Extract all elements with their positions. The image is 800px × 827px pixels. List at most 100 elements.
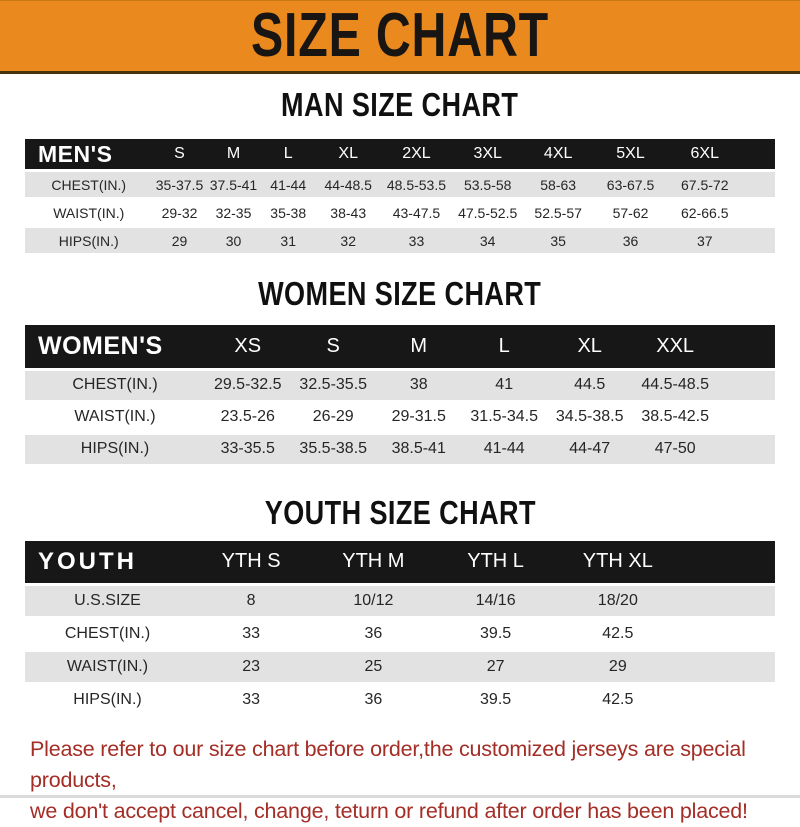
- spacer-cell: [678, 684, 775, 715]
- size-col-header: 3XL: [452, 139, 523, 170]
- men-header-label: MEN'S: [25, 139, 153, 170]
- size-value-cell: 23.5-26: [205, 402, 291, 432]
- size-col-header: YTH S: [190, 540, 313, 583]
- size-value-cell: 37.5-41: [206, 172, 261, 198]
- table-row: CHEST(IN.) 35-37.5 37.5-41 41-44 44-48.5…: [25, 172, 775, 198]
- spacer-cell: [741, 139, 775, 170]
- men-section-title-text: MAN SIZE CHART: [281, 86, 519, 123]
- size-value-cell: 35.5-38.5: [290, 434, 376, 464]
- size-value-cell: 41: [461, 370, 547, 400]
- size-col-header: XS: [205, 324, 291, 368]
- notice-line-2: we don't accept cancel, change, teturn o…: [30, 798, 748, 823]
- youth-size-table: YOUTH YTH S YTH M YTH L YTH XL U.S.SIZE …: [25, 538, 775, 718]
- size-value-cell: 8: [190, 585, 313, 616]
- size-value-cell: 25: [312, 651, 435, 682]
- size-col-header: YTH L: [434, 540, 557, 583]
- size-col-header: 2XL: [380, 139, 453, 170]
- spacer-cell: [678, 618, 775, 649]
- women-header-row: WOMEN'S XS S M L XL XXL: [25, 324, 775, 368]
- size-col-header: XL: [315, 139, 381, 170]
- size-value-cell: 41-44: [260, 172, 316, 198]
- size-col-header: YTH M: [312, 540, 435, 583]
- banner: SIZE CHART: [0, 0, 800, 74]
- size-col-header: L: [260, 139, 316, 170]
- size-value-cell: 35: [522, 228, 594, 254]
- size-value-cell: 67.5-72: [667, 172, 742, 198]
- table-row: WAIST(IN.) 23 25 27 29: [25, 651, 775, 682]
- size-value-cell: 29: [152, 228, 207, 254]
- spacer-cell: [678, 651, 775, 682]
- size-value-cell: 26-29: [290, 402, 376, 432]
- size-value-cell: 44-48.5: [315, 172, 381, 198]
- size-col-header: 4XL: [522, 139, 594, 170]
- row-label: CHEST(IN.): [25, 172, 153, 198]
- size-value-cell: 32: [315, 228, 381, 254]
- spacer-cell: [717, 402, 775, 432]
- size-value-cell: 62-66.5: [667, 200, 742, 226]
- size-value-cell: 29: [556, 651, 679, 682]
- size-value-cell: 18/20: [556, 585, 679, 616]
- size-col-header: S: [290, 324, 376, 368]
- size-value-cell: 32-35: [206, 200, 261, 226]
- youth-section: YOUTH SIZE CHART YOUTH YTH S YTH M YTH L…: [0, 493, 800, 718]
- table-row: HIPS(IN.) 33-35.5 35.5-38.5 38.5-41 41-4…: [25, 434, 775, 464]
- size-value-cell: 43-47.5: [380, 200, 453, 226]
- footer-notice: Please refer to our size chart before or…: [30, 734, 800, 827]
- youth-header-row: YOUTH YTH S YTH M YTH L YTH XL: [25, 540, 775, 583]
- row-label: CHEST(IN.): [25, 370, 205, 400]
- table-row: WAIST(IN.) 23.5-26 26-29 29-31.5 31.5-34…: [25, 402, 775, 432]
- men-header-row: MEN'S S M L XL 2XL 3XL 4XL 5XL 6XL: [25, 139, 775, 170]
- size-col-header: S: [152, 139, 207, 170]
- table-row: U.S.SIZE 8 10/12 14/16 18/20: [25, 585, 775, 616]
- table-row: HIPS(IN.) 33 36 39.5 42.5: [25, 684, 775, 715]
- size-value-cell: 53.5-58: [452, 172, 523, 198]
- size-col-header: M: [375, 324, 462, 368]
- size-value-cell: 52.5-57: [522, 200, 594, 226]
- size-value-cell: 38-43: [315, 200, 381, 226]
- youth-header-label: YOUTH: [25, 540, 190, 583]
- row-label: WAIST(IN.): [25, 402, 205, 432]
- size-value-cell: 31: [260, 228, 316, 254]
- spacer-cell: [717, 324, 775, 368]
- size-col-header: 5XL: [593, 139, 668, 170]
- size-col-header: XL: [546, 324, 633, 368]
- row-label: WAIST(IN.): [25, 200, 153, 226]
- spacer-cell: [741, 228, 775, 254]
- size-col-header: L: [461, 324, 547, 368]
- size-value-cell: 29.5-32.5: [205, 370, 291, 400]
- bottom-edge-divider: [0, 795, 800, 798]
- row-label: U.S.SIZE: [25, 585, 190, 616]
- women-section-title-text: WOMEN SIZE CHART: [258, 275, 542, 313]
- size-col-header: YTH XL: [556, 540, 679, 583]
- size-value-cell: 44-47: [546, 434, 633, 464]
- size-value-cell: 38: [375, 370, 462, 400]
- size-value-cell: 33: [380, 228, 453, 254]
- youth-section-title: YOUTH SIZE CHART: [0, 493, 800, 531]
- size-value-cell: 39.5: [434, 684, 557, 715]
- youth-section-title-text: YOUTH SIZE CHART: [264, 493, 536, 531]
- size-value-cell: 23: [190, 651, 313, 682]
- size-value-cell: 41-44: [461, 434, 547, 464]
- row-label: HIPS(IN.): [25, 684, 190, 715]
- size-value-cell: 42.5: [556, 618, 679, 649]
- size-value-cell: 44.5-48.5: [632, 370, 718, 400]
- size-value-cell: 35-38: [260, 200, 316, 226]
- table-row: WAIST(IN.) 29-32 32-35 35-38 38-43 43-47…: [25, 200, 775, 226]
- size-value-cell: 33-35.5: [205, 434, 291, 464]
- spacer-cell: [717, 370, 775, 400]
- women-header-label: WOMEN'S: [25, 324, 205, 368]
- size-value-cell: 47.5-52.5: [452, 200, 523, 226]
- size-value-cell: 38.5-42.5: [632, 402, 718, 432]
- size-value-cell: 48.5-53.5: [380, 172, 453, 198]
- size-col-header: 6XL: [667, 139, 742, 170]
- size-value-cell: 32.5-35.5: [290, 370, 376, 400]
- row-label: WAIST(IN.): [25, 651, 190, 682]
- table-row: CHEST(IN.) 29.5-32.5 32.5-35.5 38 41 44.…: [25, 370, 775, 400]
- size-value-cell: 57-62: [593, 200, 668, 226]
- spacer-cell: [741, 200, 775, 226]
- size-value-cell: 36: [593, 228, 668, 254]
- size-value-cell: 47-50: [632, 434, 718, 464]
- size-value-cell: 44.5: [546, 370, 633, 400]
- size-value-cell: 35-37.5: [152, 172, 207, 198]
